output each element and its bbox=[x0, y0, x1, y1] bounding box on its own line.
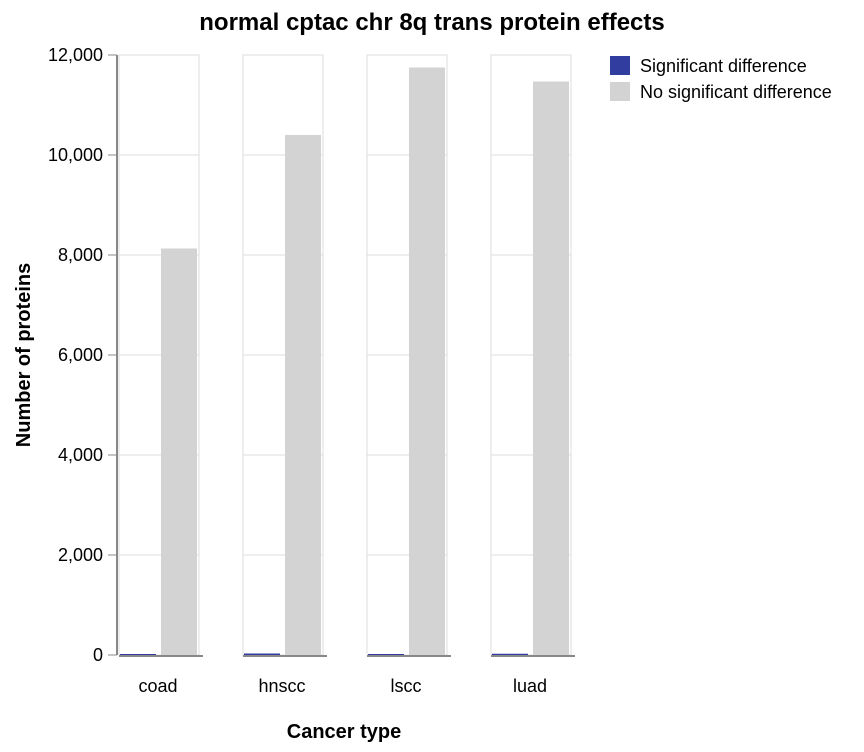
y-tick-label: 8,000 bbox=[58, 245, 103, 265]
legend-swatch bbox=[610, 56, 630, 75]
bar-luad-significant bbox=[492, 653, 528, 655]
y-axis: 0 2,000 4,000 6,000 8,000 10,000 12,000 bbox=[48, 45, 118, 665]
x-tick-label: luad bbox=[513, 676, 547, 696]
x-tick-label: lscc bbox=[391, 676, 422, 696]
panel-lscc: lscc bbox=[366, 54, 451, 696]
legend-label: Significant difference bbox=[640, 56, 807, 76]
y-tick-label: 2,000 bbox=[58, 545, 103, 565]
panel-hnscc: hnscc bbox=[242, 54, 327, 696]
x-tick-label: hnscc bbox=[258, 676, 305, 696]
chart-panels: coad hnscc lscc luad bbox=[118, 54, 575, 696]
y-axis-title: Number of proteins bbox=[13, 263, 35, 447]
legend: Significant difference No significant dif… bbox=[610, 56, 832, 102]
y-tick-label: 6,000 bbox=[58, 345, 103, 365]
x-axis-title: Cancer type bbox=[287, 721, 402, 743]
bar-lscc-significant bbox=[368, 654, 404, 655]
panel-coad: coad bbox=[118, 54, 203, 696]
bar-coad-significant bbox=[120, 654, 156, 655]
bar-lscc-not-significant bbox=[409, 67, 445, 655]
y-tick-label: 12,000 bbox=[48, 45, 103, 65]
panel-luad: luad bbox=[490, 54, 575, 696]
bar-hnscc-not-significant bbox=[285, 135, 321, 655]
bar-hnscc-significant bbox=[244, 653, 280, 655]
y-tick-label: 0 bbox=[93, 645, 103, 665]
x-tick-label: coad bbox=[138, 676, 177, 696]
y-tick-label: 4,000 bbox=[58, 445, 103, 465]
y-tick-label: 10,000 bbox=[48, 145, 103, 165]
legend-label: No significant difference bbox=[640, 82, 832, 102]
legend-swatch bbox=[610, 82, 630, 101]
bar-coad-not-significant bbox=[161, 248, 197, 655]
chart-title: normal cptac chr 8q trans protein effect… bbox=[199, 9, 664, 36]
bar-luad-not-significant bbox=[533, 81, 569, 655]
